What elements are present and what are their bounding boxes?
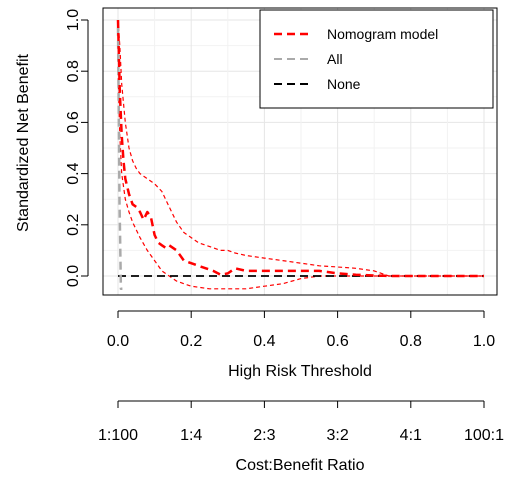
x-tick-label: 0.2 [180, 333, 202, 350]
legend: Nomogram model All None [259, 9, 494, 109]
legend-label: Nomogram model [327, 26, 438, 42]
legend-label: None [327, 76, 361, 92]
y-tick-label: 0.6 [65, 111, 82, 133]
y-tick-label: 0.0 [65, 265, 82, 287]
y-tick-label: 0.8 [65, 60, 82, 82]
y-tick-label: 0.4 [65, 162, 82, 184]
x-tick-label: 0.8 [400, 333, 422, 350]
x-tick-label: 0.0 [107, 333, 129, 350]
cost-benefit-tick-label: 4:1 [400, 427, 422, 444]
series-line-nomogram-model-upper-ci [117, 19, 484, 277]
legend-label: All [327, 51, 343, 67]
cost-benefit-axis: 1:100 1:4 2:3 3:2 4:1 100:1 [98, 400, 504, 444]
x-axis: 0.0 0.2 0.4 0.6 0.8 1.0 [107, 310, 495, 350]
y-axis: 0.0 0.2 0.4 0.6 0.8 1.0 [65, 9, 89, 287]
cost-benefit-tick-label: 1:100 [98, 427, 138, 444]
cost-benefit-axis-title: Cost:Benefit Ratio [236, 457, 365, 474]
series-line-all [116, 27, 123, 291]
cost-benefit-tick-label: 3:2 [326, 427, 348, 444]
series-lines [116, 19, 484, 291]
x-tick-label: 0.4 [253, 333, 275, 350]
legend-box [259, 9, 494, 109]
x-axis-title: High Risk Threshold [228, 363, 372, 380]
y-axis-title: Standardized Net Benefit [15, 54, 32, 232]
x-tick-label: 0.6 [326, 333, 348, 350]
y-tick-label: 1.0 [65, 9, 82, 31]
cost-benefit-tick-label: 2:3 [253, 427, 275, 444]
x-tick-label: 1.0 [473, 333, 495, 350]
series-line-nomogram-model-lower-ci [117, 71, 484, 290]
y-tick-label: 0.2 [65, 214, 82, 236]
cost-benefit-tick-label: 1:4 [180, 427, 202, 444]
series-line-nomogram-model [116, 19, 484, 278]
cost-benefit-tick-label: 100:1 [464, 427, 504, 444]
plot-frame [102, 7, 498, 296]
